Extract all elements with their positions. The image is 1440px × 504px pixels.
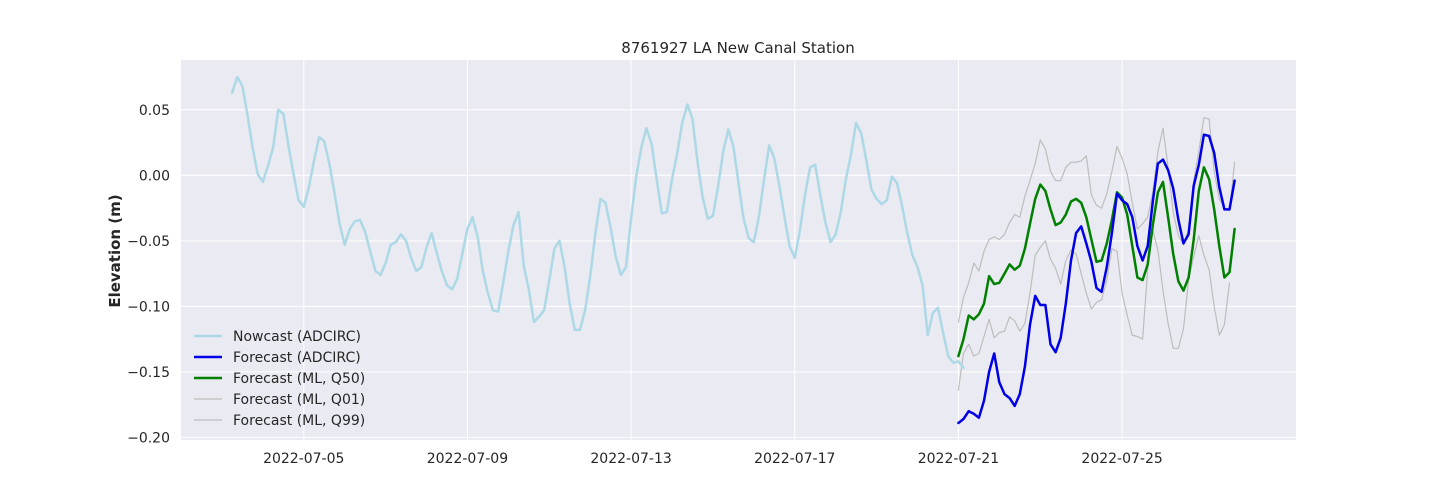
legend-label: Forecast (ADCIRC) [233,350,361,366]
y-tick-label: −0.20 [127,430,170,446]
legend-label: Forecast (ML, Q01) [233,392,365,408]
y-tick-label: −0.05 [127,234,170,250]
legend-label: Forecast (ML, Q99) [233,413,365,429]
x-tick-label: 2022-07-17 [754,451,835,467]
series-line-forecast-ml-q50 [957,166,1236,358]
legend-label: Nowcast (ADCIRC) [233,329,361,345]
chart-title: 8761927 LA New Canal Station [621,39,854,57]
x-tick-label: 2022-07-09 [427,451,508,467]
series-line-nowcast-adcirc [230,75,965,370]
series-line-forecast-ml-q01 [957,229,1231,391]
x-tick-label: 2022-07-13 [590,451,671,467]
y-tick-label: 0.05 [139,103,170,119]
series-line-forecast-adcirc [957,133,1236,425]
x-tick-label: 2022-07-21 [918,451,999,467]
x-tick-label: 2022-07-05 [263,451,344,467]
y-tick-label: −0.10 [127,299,170,315]
y-tick-label: −0.15 [127,365,170,381]
series-lines [230,75,1236,425]
legend-label: Forecast (ML, Q50) [233,371,365,387]
x-tick-label: 2022-07-25 [1081,451,1162,467]
legend: Nowcast (ADCIRC) Forecast (ADCIRC) Forecas… [194,329,365,429]
y-axis-label: Elevation (m) [106,194,124,307]
y-tick-label: 0.00 [139,168,170,184]
tick-labels: 0.05 0.00 −0.05 −0.10 −0.15 −0.20 2022-07-05 20… [127,103,1163,467]
